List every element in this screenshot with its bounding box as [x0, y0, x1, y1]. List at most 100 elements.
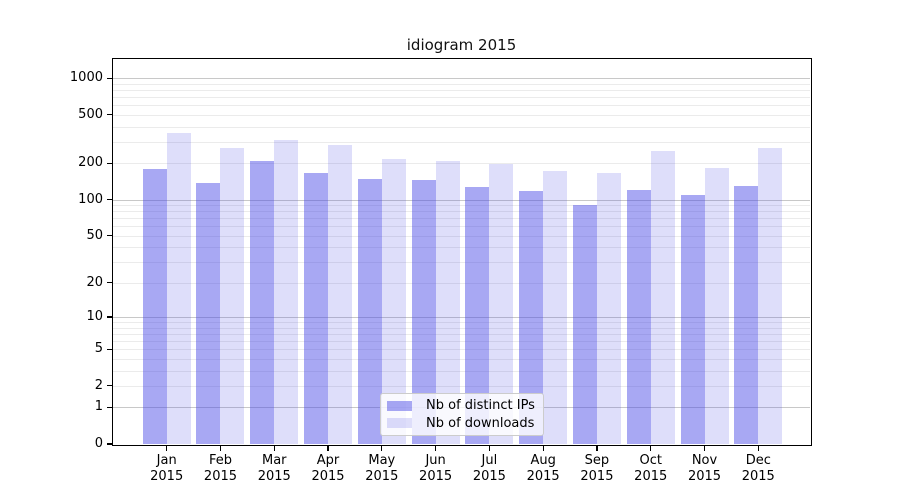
y-axis-tick-label: 200	[78, 155, 103, 171]
x-axis-tick-label: Apr 2015	[311, 453, 345, 484]
gridline-minor	[113, 89, 810, 91]
gridline-minor	[113, 211, 810, 213]
x-axis-tick-label: Jan 2015	[150, 453, 184, 484]
gridline-minor	[113, 114, 810, 116]
x-axis-tick-label: Jun 2015	[419, 453, 453, 484]
gridline-minor	[113, 83, 810, 85]
legend-label-downloads: Nb of downloads	[426, 415, 535, 431]
x-axis-tick	[703, 445, 706, 451]
bar-distinct-ips	[142, 168, 167, 444]
gridline-minor	[113, 385, 810, 387]
bar-distinct-ips	[626, 190, 651, 444]
x-axis-tick	[327, 445, 329, 451]
bar-downloads	[274, 140, 299, 444]
x-axis-tick-label: Aug 2015	[526, 453, 560, 484]
x-axis-tick-label: Feb 2015	[203, 453, 238, 484]
y-axis-tick	[107, 162, 112, 164]
gridline-minor	[113, 358, 810, 360]
y-axis-tick-label: 100	[78, 191, 103, 207]
bar-downloads	[543, 170, 568, 444]
y-axis-tick	[107, 282, 112, 284]
gridline-minor	[113, 218, 810, 220]
x-axis-tick	[757, 445, 759, 451]
x-axis-tick-label: Jul 2015	[472, 453, 506, 484]
y-axis-tick-label: 500	[78, 106, 103, 122]
x-axis-tick	[435, 445, 437, 451]
y-axis-tick-label: 10	[86, 309, 103, 325]
gridline-minor	[113, 262, 810, 264]
gridline-minor	[113, 333, 810, 335]
bar-downloads	[596, 172, 621, 444]
x-axis-tick	[381, 445, 383, 451]
bar-distinct-ips	[196, 183, 221, 444]
bar-downloads	[650, 151, 675, 444]
x-axis-tick	[488, 445, 490, 451]
bar-downloads	[704, 167, 729, 444]
bar-distinct-ips	[304, 173, 329, 444]
bar-distinct-ips	[357, 179, 382, 444]
y-axis-tick	[107, 77, 112, 79]
gridline-major	[113, 317, 810, 319]
legend-item-downloads: Nb of downloads	[387, 416, 537, 431]
x-axis-tick	[273, 445, 275, 451]
bar-downloads	[166, 132, 191, 444]
gridline-minor	[113, 105, 810, 107]
plot-area: Nb of distinct IPs Nb of downloads 0 1 2 5 1…	[70, 57, 812, 484]
x-axis-tick	[596, 445, 598, 451]
gridline-minor	[113, 163, 810, 165]
legend-item-distinct-ips: Nb of distinct IPs	[387, 398, 537, 413]
gridline-minor	[113, 322, 810, 324]
legend-label-distinct-ips: Nb of distinct IPs	[426, 398, 535, 414]
y-axis-tick	[107, 406, 112, 408]
y-axis-tick-label: 0	[94, 436, 103, 451]
x-axis-tick-label: Dec 2015	[741, 453, 775, 484]
bar-distinct-ips	[250, 160, 275, 444]
x-axis-tick-label: Sep 2015	[580, 453, 614, 484]
y-axis-tick	[107, 348, 112, 350]
y-axis-tick	[107, 199, 112, 201]
x-axis-tick	[166, 445, 168, 451]
gridline-minor	[113, 349, 810, 351]
chart-title: idiogram 2015	[406, 36, 517, 54]
bar-downloads	[758, 148, 783, 444]
y-axis-tick-label: 5	[94, 341, 103, 357]
gridline-minor	[113, 340, 810, 342]
y-axis-tick	[107, 235, 112, 237]
y-axis-tick	[107, 385, 112, 387]
legend-swatch-downloads	[387, 418, 412, 429]
y-axis-tick	[107, 443, 112, 445]
gridline-minor	[113, 205, 810, 207]
gridline-minor	[113, 235, 810, 237]
legend: Nb of distinct IPs Nb of downloads	[380, 393, 544, 436]
bar-distinct-ips	[572, 205, 597, 444]
gridline-minor	[113, 97, 810, 99]
y-axis-tick-label: 2	[94, 377, 103, 393]
bar-downloads	[220, 148, 245, 444]
gridline-minor	[113, 126, 810, 128]
y-axis-tick	[107, 114, 112, 116]
gridline-major	[113, 199, 810, 201]
gridline-minor	[113, 141, 810, 143]
y-axis-tick-label: 1000	[69, 70, 103, 86]
y-axis-tick-label: 50	[86, 227, 103, 243]
gridline-minor	[113, 370, 810, 372]
bar-distinct-ips	[734, 185, 759, 444]
legend-swatch-distinct-ips	[387, 400, 412, 411]
bar-downloads	[328, 144, 353, 444]
x-axis-tick-label: Nov 2015	[687, 453, 722, 484]
x-axis-tick	[650, 445, 652, 451]
x-axis-tick-label: Oct 2015	[634, 453, 668, 484]
gridline-minor	[113, 327, 810, 329]
y-axis-tick-label: 20	[86, 274, 103, 290]
x-axis-tick-label: May 2015	[365, 453, 399, 484]
gridline-minor	[113, 282, 810, 284]
bar-distinct-ips	[680, 194, 705, 444]
y-axis-tick-label: 1	[94, 399, 103, 415]
gridline-minor	[113, 247, 810, 249]
gridline-major	[113, 78, 810, 80]
x-axis-tick	[542, 445, 544, 451]
x-axis-tick	[219, 445, 222, 451]
x-axis-tick-label: Mar 2015	[257, 453, 291, 484]
gridline-minor	[113, 226, 810, 228]
